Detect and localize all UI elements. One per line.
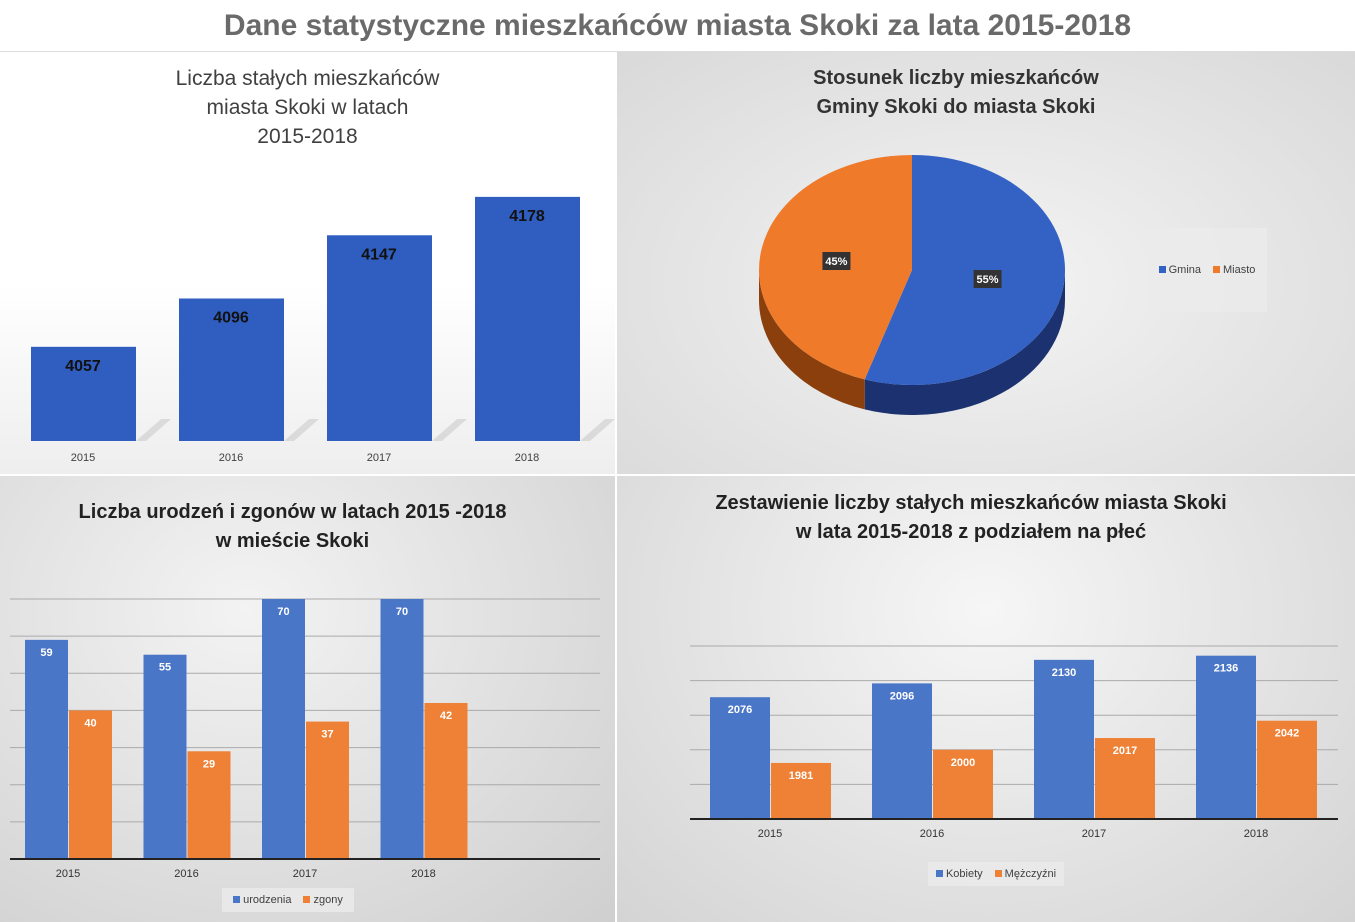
legend: urodzenia zgony — [222, 888, 354, 912]
data-label: 2017 — [1113, 745, 1137, 757]
x-tick-label: 2018 — [515, 452, 539, 464]
bar — [306, 721, 349, 859]
pie-side — [864, 270, 1065, 415]
legend-item-kobiety: Kobiety — [935, 868, 983, 880]
data-label: 2130 — [1052, 667, 1076, 679]
data-label: 1981 — [789, 770, 813, 782]
bar-shadow — [284, 419, 319, 441]
chart-residents: Liczba stałych mieszkańców miasta Skoki … — [0, 52, 615, 474]
bar — [25, 639, 68, 859]
data-label-box — [822, 252, 851, 271]
bar-shadow — [580, 419, 615, 441]
legend-item-mezczyzni: Mężczyźni — [994, 868, 1057, 880]
bar — [1257, 720, 1317, 819]
legend: Gmina Miasto — [1147, 228, 1267, 312]
legend-item-urodzenia: urodzenia — [233, 894, 291, 906]
data-label: 2136 — [1214, 663, 1238, 675]
chart-pie-plot: 55% 45% — [759, 155, 1065, 415]
data-label: 55% — [977, 274, 999, 286]
pie-slice — [864, 155, 1065, 385]
legend-label: Miasto — [1223, 264, 1256, 276]
data-label: 29 — [203, 758, 215, 770]
bar — [872, 683, 932, 819]
legend: Kobiety Mężczyźni — [928, 862, 1064, 886]
pie-side — [759, 270, 865, 410]
bar-shadow — [432, 419, 467, 441]
data-label: 4096 — [213, 309, 249, 326]
bar — [475, 196, 580, 441]
data-label: 70 — [277, 606, 289, 618]
bar — [327, 235, 432, 441]
data-label: 55 — [159, 662, 171, 674]
x-tick-label: 2015 — [758, 828, 782, 840]
bar — [933, 749, 993, 819]
data-label: 2076 — [728, 704, 752, 716]
chart-gender: Zestawienie liczby stałych mieszkańców m… — [617, 476, 1355, 922]
x-tick-label: 2016 — [174, 868, 198, 880]
x-tick-label: 2016 — [920, 828, 944, 840]
chart-gender-plot: 2076 1981 2015 2096 2000 2016 2130 2017 2017 2136… — [690, 645, 1338, 840]
bar — [771, 762, 831, 819]
x-tick-label: 2017 — [367, 452, 391, 464]
data-label: 2096 — [890, 690, 914, 702]
legend-item-miasto: Miasto — [1213, 264, 1255, 276]
data-label: 42 — [440, 710, 452, 722]
bar — [143, 654, 187, 859]
legend-label: Gmina — [1168, 264, 1201, 276]
bar-shadow — [136, 419, 171, 441]
legend-label: urodzenia — [243, 894, 292, 906]
chart-births-plot: 59 40 2015 55 29 2016 70 37 2017 70 42 2018 — [10, 598, 600, 880]
x-tick-label: 2018 — [411, 868, 435, 880]
bar — [262, 599, 305, 859]
main-title: Dane statystyczne mieszkańców miasta Sko… — [0, 0, 1355, 52]
x-tick-label: 2017 — [1082, 828, 1106, 840]
chart-title: Liczba urodzeń i zgonów w latach 2015 -2… — [78, 501, 507, 552]
x-tick-label: 2015 — [56, 868, 80, 880]
legend-label: zgony — [313, 894, 343, 906]
bar — [380, 599, 424, 859]
legend-item-gmina: Gmina — [1158, 264, 1201, 276]
bar — [710, 697, 770, 819]
data-label: 4178 — [509, 208, 545, 225]
bar — [31, 346, 136, 441]
bar — [69, 710, 112, 859]
chart-title: Stosunek liczby mieszkańców Gminy Skoki … — [813, 67, 1099, 118]
data-label: 70 — [396, 606, 408, 618]
chart-title: Zestawienie liczby stałych mieszkańców m… — [715, 492, 1227, 543]
chart-residents-plot: 4057 2015 4096 2016 4147 2017 4178 2018 — [31, 196, 615, 464]
chart-title: Liczba stałych mieszkańców miasta Skoki … — [175, 67, 440, 148]
bar — [1196, 655, 1256, 819]
data-label: 2000 — [951, 757, 975, 769]
bar — [424, 703, 468, 859]
bar — [1095, 738, 1155, 819]
data-label: 4057 — [65, 358, 101, 375]
data-label: 45% — [825, 256, 847, 268]
x-tick-label: 2015 — [71, 452, 95, 464]
x-tick-label: 2016 — [219, 452, 243, 464]
data-label: 4147 — [361, 246, 397, 263]
bar — [1034, 659, 1094, 819]
legend-label: Mężczyźni — [1004, 868, 1057, 880]
data-label: 2042 — [1275, 728, 1299, 740]
chart-pie-ratio: Stosunek liczby mieszkańców Gminy Skoki … — [617, 52, 1355, 474]
legend-item-zgony: zgony — [303, 894, 343, 906]
data-label: 37 — [321, 729, 333, 741]
data-label: 59 — [40, 647, 52, 659]
chart-births-deaths: Liczba urodzeń i zgonów w latach 2015 -2… — [0, 476, 615, 922]
data-label-box — [973, 269, 1002, 288]
bar — [179, 298, 284, 441]
x-tick-label: 2017 — [293, 868, 317, 880]
bar — [187, 751, 231, 859]
legend-label: Kobiety — [945, 868, 983, 880]
data-label: 40 — [84, 717, 96, 729]
x-tick-label: 2018 — [1244, 828, 1268, 840]
